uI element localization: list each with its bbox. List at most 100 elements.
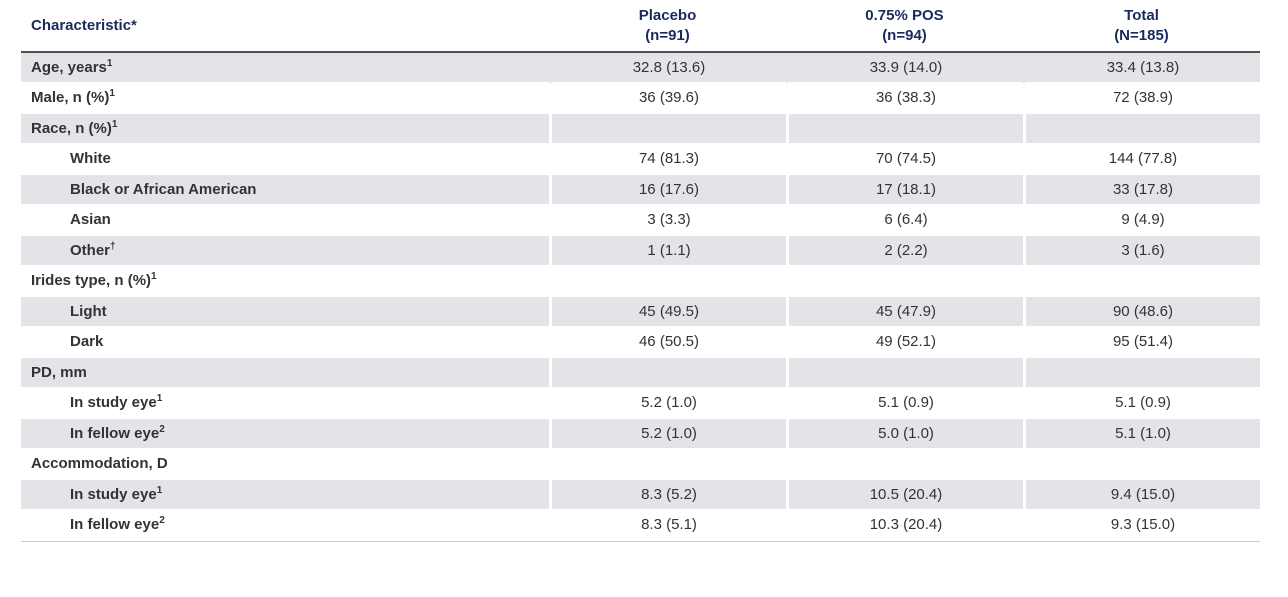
cell-value: 72 (38.9) xyxy=(1023,83,1260,114)
row-race: Race, n (%)1 xyxy=(21,114,1260,145)
cell-value xyxy=(1023,449,1260,480)
cell-value xyxy=(1023,358,1260,389)
cell-value: 5.1 (0.9) xyxy=(786,388,1023,419)
footnote-marker: 2 xyxy=(159,423,165,435)
footnote-marker: 1 xyxy=(156,393,163,405)
cell-value: 8.3 (5.2) xyxy=(549,480,786,511)
cell-value: 5.1 (0.9) xyxy=(1023,388,1260,419)
footnote-marker: 1 xyxy=(109,88,115,100)
cell-value: 3 (3.3) xyxy=(549,205,786,236)
cell-value xyxy=(549,449,786,480)
footnote-marker: 1 xyxy=(151,271,157,283)
cell-value xyxy=(1023,266,1260,297)
cell-value: 8.3 (5.1) xyxy=(549,510,786,541)
cell-value: 2 (2.2) xyxy=(786,236,1023,267)
characteristics-table: Characteristic* Placebo (n=91) 0.75% POS… xyxy=(21,0,1260,542)
row-accommodation-fellow-eye: In fellow eye2 8.3 (5.1) 10.3 (20.4) 9.3… xyxy=(21,510,1260,541)
cell-value: 33.4 (13.8) xyxy=(1023,53,1260,84)
footnote-marker: 1 xyxy=(156,484,163,496)
cell-value: 33.9 (14.0) xyxy=(786,53,1023,84)
cell-value: 49 (52.1) xyxy=(786,327,1023,358)
cell-value: 16 (17.6) xyxy=(549,175,786,206)
cell-value: 1 (1.1) xyxy=(549,236,786,267)
row-asian: Asian 3 (3.3) 6 (6.4) 9 (4.9) xyxy=(21,205,1260,236)
cell-value: 5.2 (1.0) xyxy=(549,388,786,419)
cell-value: 45 (47.9) xyxy=(786,297,1023,328)
header-pos-line1: 0.75% POS xyxy=(865,6,944,24)
header-total-line1: Total xyxy=(1124,6,1159,24)
cell-value: 32.8 (13.6) xyxy=(549,53,786,84)
row-label: Accommodation, D xyxy=(21,449,549,480)
header-characteristic: Characteristic* xyxy=(21,0,549,53)
row-label: In study eye1 xyxy=(21,480,549,511)
row-label: White xyxy=(21,144,549,175)
row-label: Black or African American xyxy=(21,175,549,206)
cell-value xyxy=(786,449,1023,480)
row-label: In fellow eye2 xyxy=(21,419,549,450)
cell-value: 36 (38.3) xyxy=(786,83,1023,114)
row-label: In study eye1 xyxy=(21,388,549,419)
cell-value xyxy=(786,266,1023,297)
header-total-line2: (N=185) xyxy=(1114,26,1169,44)
cell-value: 9.4 (15.0) xyxy=(1023,480,1260,511)
row-label: Dark xyxy=(21,327,549,358)
row-pd: PD, mm xyxy=(21,358,1260,389)
row-white: White 74 (81.3) 70 (74.5) 144 (77.8) xyxy=(21,144,1260,175)
cell-value xyxy=(549,266,786,297)
footnote-marker: † xyxy=(110,240,116,252)
row-dark: Dark 46 (50.5) 49 (52.1) 95 (51.4) xyxy=(21,327,1260,358)
cell-value: 95 (51.4) xyxy=(1023,327,1260,358)
cell-value: 33 (17.8) xyxy=(1023,175,1260,206)
cell-value xyxy=(549,114,786,145)
cell-value: 9 (4.9) xyxy=(1023,205,1260,236)
data-table: Characteristic* Placebo (n=91) 0.75% POS… xyxy=(21,0,1260,542)
row-label: Age, years1 xyxy=(21,53,549,84)
cell-value: 9.3 (15.0) xyxy=(1023,510,1260,541)
cell-value: 46 (50.5) xyxy=(549,327,786,358)
row-label: Male, n (%)1 xyxy=(21,83,549,114)
row-label: In fellow eye2 xyxy=(21,510,549,541)
row-light: Light 45 (49.5) 45 (47.9) 90 (48.6) xyxy=(21,297,1260,328)
header-total: Total (N=185) xyxy=(1023,0,1260,53)
row-pd-study-eye: In study eye1 5.2 (1.0) 5.1 (0.9) 5.1 (0… xyxy=(21,388,1260,419)
cell-value: 36 (39.6) xyxy=(549,83,786,114)
footnote-marker: 1 xyxy=(111,118,118,130)
header-row: Characteristic* Placebo (n=91) 0.75% POS… xyxy=(21,0,1260,53)
cell-value: 10.3 (20.4) xyxy=(786,510,1023,541)
row-black-or-african-american: Black or African American 16 (17.6) 17 (… xyxy=(21,175,1260,206)
row-label: Race, n (%)1 xyxy=(21,114,549,145)
row-male: Male, n (%)1 36 (39.6) 36 (38.3) 72 (38.… xyxy=(21,83,1260,114)
cell-value: 144 (77.8) xyxy=(1023,144,1260,175)
cell-value: 74 (81.3) xyxy=(549,144,786,175)
row-label: Other† xyxy=(21,236,549,267)
row-label: Light xyxy=(21,297,549,328)
cell-value: 6 (6.4) xyxy=(786,205,1023,236)
cell-value xyxy=(786,358,1023,389)
header-placebo-line1: Placebo xyxy=(638,6,697,24)
footnote-marker: 1 xyxy=(106,57,113,69)
row-pd-fellow-eye: In fellow eye2 5.2 (1.0) 5.0 (1.0) 5.1 (… xyxy=(21,419,1260,450)
header-pos: 0.75% POS (n=94) xyxy=(786,0,1023,53)
cell-value: 10.5 (20.4) xyxy=(786,480,1023,511)
row-label: Asian xyxy=(21,205,549,236)
cell-value xyxy=(786,114,1023,145)
header-placebo-line2: (n=91) xyxy=(645,26,690,44)
row-other: Other† 1 (1.1) 2 (2.2) 3 (1.6) xyxy=(21,236,1260,267)
row-age: Age, years1 32.8 (13.6) 33.9 (14.0) 33.4… xyxy=(21,53,1260,84)
row-accommodation: Accommodation, D xyxy=(21,449,1260,480)
header-pos-line2: (n=94) xyxy=(882,26,927,44)
cell-value: 90 (48.6) xyxy=(1023,297,1260,328)
cell-value xyxy=(549,358,786,389)
row-accommodation-study-eye: In study eye1 8.3 (5.2) 10.5 (20.4) 9.4 … xyxy=(21,480,1260,511)
cell-value: 45 (49.5) xyxy=(549,297,786,328)
row-irides-type: Irides type, n (%)1 xyxy=(21,266,1260,297)
cell-value: 5.0 (1.0) xyxy=(786,419,1023,450)
header-placebo: Placebo (n=91) xyxy=(549,0,786,53)
cell-value: 17 (18.1) xyxy=(786,175,1023,206)
cell-value: 5.2 (1.0) xyxy=(549,419,786,450)
row-label: Irides type, n (%)1 xyxy=(21,266,549,297)
cell-value: 5.1 (1.0) xyxy=(1023,419,1260,450)
footnote-marker: 2 xyxy=(159,515,165,527)
cell-value: 70 (74.5) xyxy=(786,144,1023,175)
cell-value xyxy=(1023,114,1260,145)
